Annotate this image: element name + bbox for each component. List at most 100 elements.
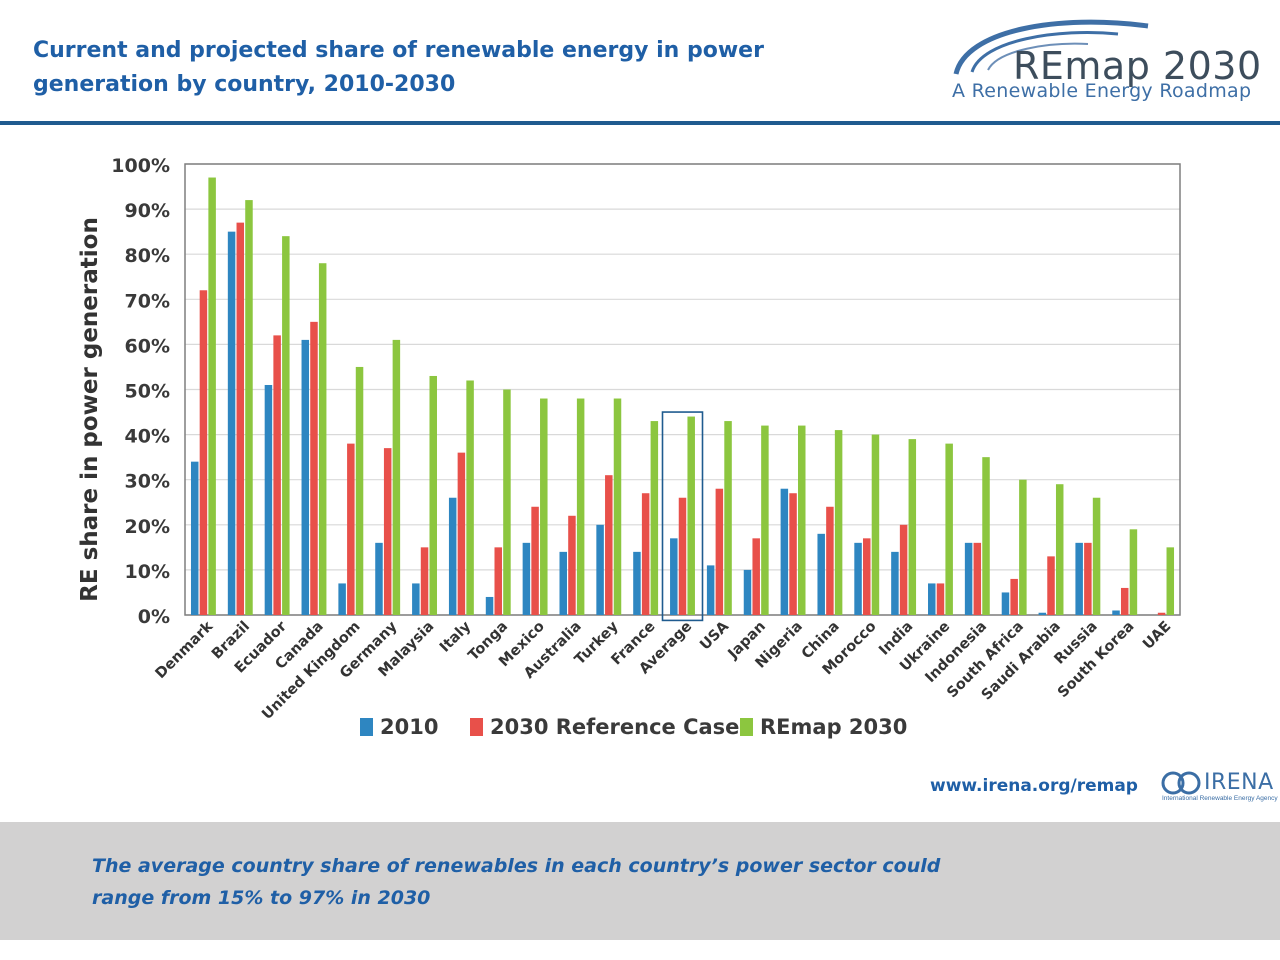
bar (355, 366, 364, 615)
bar (347, 443, 355, 615)
bar (724, 421, 732, 615)
legend-swatch (740, 718, 753, 736)
y-tick-label: 40% (125, 426, 170, 448)
caption-panel: The average country share of renewables … (0, 822, 1280, 940)
bar (494, 547, 502, 615)
bar (540, 398, 548, 615)
bar (264, 384, 273, 615)
bar (282, 236, 290, 615)
bar (1120, 587, 1129, 615)
bar (466, 380, 474, 615)
bar (670, 538, 678, 615)
bar (891, 551, 899, 615)
bar (817, 533, 825, 615)
bar (1010, 578, 1018, 615)
bar (392, 339, 401, 615)
bar (752, 538, 760, 615)
bar (485, 596, 494, 615)
bar (522, 542, 531, 615)
bar (936, 583, 945, 615)
bar (871, 434, 880, 615)
bar (1084, 542, 1092, 615)
bar (559, 551, 567, 615)
irena-logo: IRENA International Renewable Energy Age… (1160, 768, 1278, 808)
bar (899, 524, 908, 615)
bar (641, 493, 650, 615)
caption-text: The average country share of renewables … (92, 855, 941, 909)
y-tick-label: 10% (125, 561, 170, 583)
remap-logo-title: REmap 2030 (1013, 44, 1262, 88)
bar (982, 457, 990, 615)
bar (928, 583, 936, 615)
y-tick-label: 20% (125, 516, 170, 538)
bar (854, 542, 862, 615)
bar (199, 290, 208, 615)
y-tick-label: 60% (125, 335, 170, 357)
y-tick-label: 0% (138, 606, 170, 628)
category-label: UAE (1140, 619, 1174, 653)
bar (576, 398, 585, 615)
y-tick-label: 50% (125, 381, 170, 403)
bar (973, 542, 982, 615)
y-axis-title: RE share in power generation (77, 217, 103, 602)
bar (318, 263, 327, 615)
bar (412, 583, 420, 615)
bar (633, 551, 641, 615)
irena-logo-tagline: International Renewable Energy Agency (1162, 795, 1278, 802)
bar (613, 398, 622, 615)
bar (531, 506, 539, 615)
bar (1001, 592, 1010, 615)
bar (1112, 610, 1120, 615)
bar (1047, 556, 1055, 615)
bar (245, 200, 253, 615)
bar (1157, 612, 1166, 615)
bar (1166, 547, 1175, 615)
bar (1092, 497, 1101, 615)
bar (383, 448, 392, 615)
bar (834, 430, 843, 615)
remap-2030-logo: REmap 2030 A Renewable Energy Roadmap (948, 12, 1268, 112)
bar (761, 425, 769, 615)
bar (310, 321, 318, 615)
y-tick-label: 70% (125, 290, 170, 312)
bar (798, 425, 806, 615)
bar (375, 542, 383, 615)
legend-swatch (360, 718, 373, 736)
irena-emblem-icon (1161, 771, 1201, 795)
bar (743, 569, 752, 615)
bar (687, 416, 695, 615)
bar (457, 452, 466, 615)
average-highlight-box (661, 411, 704, 622)
bar (208, 177, 216, 615)
bar (596, 524, 604, 615)
legend-label: 2010 (380, 715, 438, 739)
bar (1129, 529, 1138, 615)
header-divider (0, 121, 1280, 125)
re-share-bar-chart: 0% 10% 20% 30% 40% 50% 60% 70% 80% 90% 100% RE shar… (60, 140, 1200, 765)
bar (826, 506, 834, 615)
bar (420, 547, 429, 615)
bar (706, 565, 715, 615)
irena-remap-link[interactable]: www.irena.org/remap (930, 776, 1138, 796)
bar (568, 515, 576, 615)
bar (503, 389, 511, 615)
chart-svg: 0% 10% 20% 30% 40% 50% 60% 70% 80% 90% 100% RE shar… (77, 155, 1181, 739)
bar (605, 475, 613, 615)
legend-label: 2030 Reference Case (490, 715, 739, 739)
bar (448, 497, 457, 615)
y-tick-label: 90% (125, 200, 170, 222)
bar (301, 339, 310, 615)
bar (863, 538, 871, 615)
legend-label: REmap 2030 (760, 715, 907, 739)
y-tick-label: 100% (111, 155, 170, 177)
bar (780, 488, 789, 615)
remap-swoosh-icon (953, 19, 1149, 75)
y-tick-label: 30% (125, 471, 170, 493)
remap-logo-subtitle: A Renewable Energy Roadmap (952, 80, 1252, 102)
bar (650, 421, 659, 615)
bar (1038, 612, 1047, 615)
bar (338, 583, 346, 615)
bar (678, 497, 687, 615)
bar (715, 488, 724, 615)
bar (190, 461, 199, 615)
